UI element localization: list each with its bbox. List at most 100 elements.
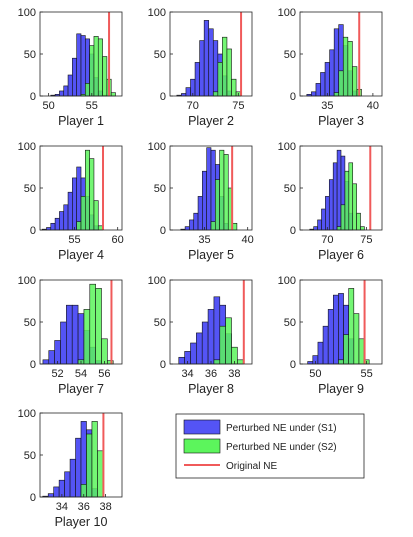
s2-bar — [210, 221, 216, 231]
s1-bar — [336, 149, 342, 231]
s2-bar — [232, 222, 238, 231]
s2-bar — [352, 66, 358, 97]
x-tick-label: 50 — [309, 368, 321, 380]
y-tick-label: 0 — [30, 359, 36, 371]
s2-bar — [76, 221, 82, 231]
x-tick-label: 55 — [68, 234, 80, 246]
s2-bar — [343, 334, 349, 365]
s2-bar — [89, 158, 95, 231]
s1-bar — [67, 74, 73, 97]
s2-bar — [347, 41, 353, 97]
legend-item-s1: Perturbed NE under (S1) — [183, 419, 337, 435]
s1-bar — [333, 28, 340, 97]
legend-item-s2: Perturbed NE under (S2) — [183, 438, 337, 454]
s2-bar — [356, 212, 361, 231]
s2-bar — [217, 62, 223, 97]
s1-bar — [71, 304, 79, 365]
x-tick-label: 35 — [198, 234, 210, 246]
panel-player-5: 0 50 100 35 40 Player 5 — [148, 141, 254, 262]
s1-bar — [325, 196, 330, 231]
x-tick-label: 75 — [360, 234, 372, 246]
panel-xlabel: Player 4 — [58, 248, 104, 262]
s1-bar — [320, 72, 326, 97]
legend-swatch — [183, 419, 221, 435]
x-tick-label: 34 — [181, 368, 193, 380]
s2-bar — [89, 283, 96, 365]
x-tick-label: 55 — [86, 100, 98, 112]
s1-bar — [207, 309, 215, 365]
s1-bar — [59, 211, 65, 231]
x-tick-label: 38 — [99, 501, 111, 513]
s2-bar — [358, 338, 365, 365]
s1-bar — [203, 20, 210, 97]
legend-swatch — [183, 438, 221, 454]
s2-bar — [226, 48, 232, 97]
y-tick-label: 50 — [24, 183, 36, 195]
s1-bar — [329, 49, 335, 97]
s1-bar — [53, 486, 60, 498]
legend-label: Perturbed NE under (S2) — [226, 442, 337, 453]
s1-bar — [77, 313, 85, 365]
s1-bar — [199, 40, 205, 97]
panel-xlabel: Player 5 — [188, 248, 234, 262]
y-tick-label: 50 — [284, 49, 296, 61]
y-tick-label: 0 — [30, 492, 36, 504]
s1-bar — [328, 179, 334, 231]
y-tick-label: 100 — [278, 141, 296, 153]
s2-bar — [348, 288, 355, 365]
s1-bar — [69, 458, 76, 498]
s1-bar — [321, 208, 326, 231]
s2-bar — [333, 92, 340, 97]
s2-bar — [344, 170, 350, 231]
s2-bar — [110, 92, 116, 97]
s1-bar — [190, 342, 197, 365]
s1-bar — [184, 226, 190, 231]
y-tick-label: 50 — [24, 317, 36, 329]
s2-bar — [231, 78, 237, 97]
s2-bar — [93, 200, 99, 231]
s1-bar — [213, 296, 221, 365]
panel-xlabel: Player 1 — [58, 114, 104, 128]
s2-bar — [213, 359, 221, 365]
y-tick-label: 0 — [290, 359, 296, 371]
s2-bar — [91, 421, 98, 498]
s1-bar — [315, 83, 321, 97]
panel-player-9: 0 50 100 50 55 Player 9 — [278, 275, 383, 396]
s1-bar — [338, 293, 344, 365]
s2-bar — [348, 162, 354, 231]
s1-bar — [63, 204, 69, 231]
s2-bar — [95, 288, 102, 365]
y-tick-label: 100 — [18, 275, 36, 287]
s2-bar — [102, 56, 108, 97]
s2-bar — [85, 83, 90, 97]
y-tick-label: 50 — [24, 49, 36, 61]
s1-bar — [76, 166, 82, 231]
panel-xlabel: Player 3 — [318, 114, 364, 128]
s1-bar — [178, 356, 185, 365]
legend-item-original-ne: Original NE — [184, 461, 277, 472]
x-tick-label: 70 — [187, 100, 199, 112]
y-tick-label: 50 — [24, 450, 36, 462]
y-tick-label: 50 — [154, 49, 166, 61]
x-tick-label: 55 — [361, 368, 373, 380]
s1-bar — [206, 147, 212, 231]
s2-bar — [342, 36, 349, 97]
s2-bar — [338, 359, 344, 365]
legend-label: Original NE — [226, 461, 277, 472]
s1-bar — [197, 196, 203, 231]
s1-bar — [202, 170, 207, 231]
s2-bar — [212, 91, 219, 97]
s2-bar — [97, 450, 104, 498]
s1-bar — [72, 57, 77, 97]
s2-bar — [86, 433, 93, 498]
x-tick-label: 36 — [78, 501, 90, 513]
s2-bar — [338, 70, 344, 97]
y-tick-label: 100 — [148, 7, 166, 19]
s1-bar — [201, 321, 209, 365]
s1-bar — [327, 309, 334, 365]
x-tick-label: 54 — [75, 368, 87, 380]
s1-bar — [42, 359, 50, 365]
s1-bar — [75, 437, 82, 498]
